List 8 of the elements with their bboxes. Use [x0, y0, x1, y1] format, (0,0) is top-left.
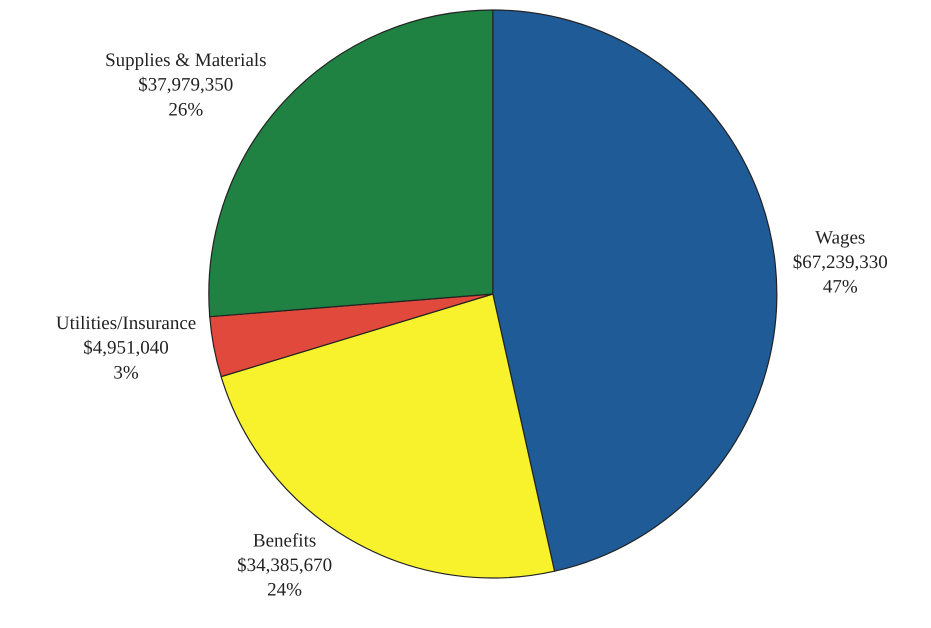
- data-label: $67,239,330 47%: [792, 252, 888, 298]
- slice-label: Wages: [815, 227, 866, 248]
- data-label: $4,951,040 3%: [83, 338, 169, 384]
- data-label: $37,979,350 26%: [138, 74, 234, 120]
- slice-label: Supplies & Materials: [105, 50, 267, 71]
- slice-label: Benefits: [252, 530, 316, 552]
- data-label: $34,385,670 24%: [237, 555, 332, 601]
- slice-label: Utilities/Insurance: [56, 312, 196, 334]
